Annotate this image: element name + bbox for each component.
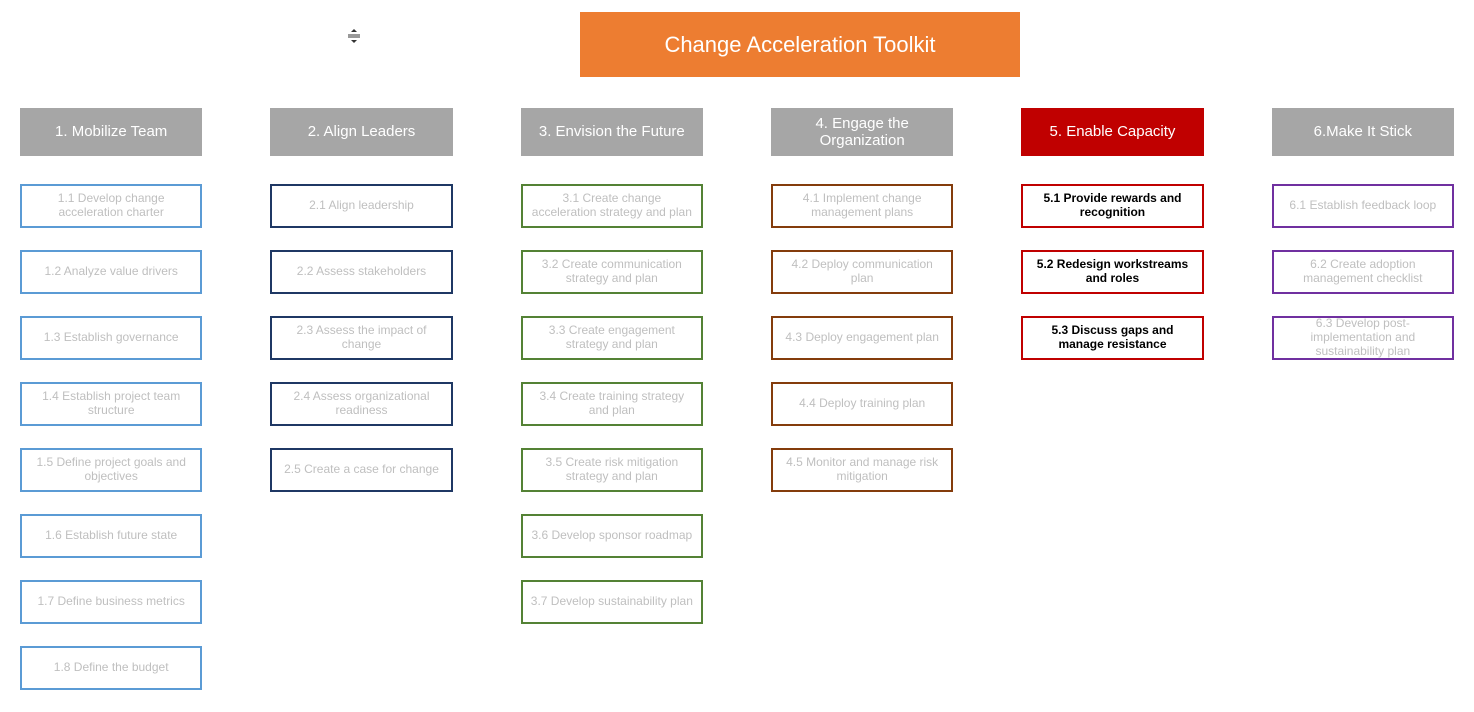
toolkit-item[interactable]: 2.2 Assess stakeholders — [270, 250, 452, 294]
toolkit-item[interactable]: 1.3 Establish governance — [20, 316, 202, 360]
column-header: 2. Align Leaders — [270, 108, 452, 156]
toolkit-item[interactable]: 6.2 Create adoption management checklist — [1272, 250, 1454, 294]
toolkit-item[interactable]: 4.1 Implement change management plans — [771, 184, 953, 228]
toolkit-diagram: Change Acceleration Toolkit 1. Mobilize … — [0, 0, 1474, 706]
toolkit-item[interactable]: 3.7 Develop sustainability plan — [521, 580, 703, 624]
toolkit-item[interactable]: 1.6 Establish future state — [20, 514, 202, 558]
column-header: 4. Engage the Organization — [771, 108, 953, 156]
toolkit-item[interactable]: 4.4 Deploy training plan — [771, 382, 953, 426]
columns-container: 1. Mobilize Team 1.1 Develop change accel… — [20, 108, 1454, 712]
column-header: 6.Make It Stick — [1272, 108, 1454, 156]
toolkit-item[interactable]: 1.1 Develop change acceleration charter — [20, 184, 202, 228]
column-5: 5. Enable Capacity 5.1 Provide rewards an… — [1021, 108, 1203, 382]
toolkit-item[interactable]: 1.7 Define business metrics — [20, 580, 202, 624]
toolkit-item[interactable]: 4.3 Deploy engagement plan — [771, 316, 953, 360]
toolkit-item[interactable]: 3.6 Develop sponsor roadmap — [521, 514, 703, 558]
column-header: 1. Mobilize Team — [20, 108, 202, 156]
toolkit-item[interactable]: 3.2 Create communication strategy and pl… — [521, 250, 703, 294]
toolkit-item[interactable]: 5.3 Discuss gaps and manage resistance — [1021, 316, 1203, 360]
toolkit-item[interactable]: 3.4 Create training strategy and plan — [521, 382, 703, 426]
toolkit-item[interactable]: 6.1 Establish feedback loop — [1272, 184, 1454, 228]
toolkit-item[interactable]: 2.5 Create a case for change — [270, 448, 452, 492]
toolkit-item[interactable]: 1.5 Define project goals and objectives — [20, 448, 202, 492]
toolkit-item[interactable]: 1.4 Establish project team structure — [20, 382, 202, 426]
toolkit-item[interactable]: 6.3 Develop post-implementation and sust… — [1272, 316, 1454, 360]
toolkit-item[interactable]: 1.2 Analyze value drivers — [20, 250, 202, 294]
toolkit-item[interactable]: 3.3 Create engagement strategy and plan — [521, 316, 703, 360]
toolkit-item[interactable]: 3.1 Create change acceleration strategy … — [521, 184, 703, 228]
toolkit-item[interactable]: 1.8 Define the budget — [20, 646, 202, 690]
column-header: 3. Envision the Future — [521, 108, 703, 156]
column-1: 1. Mobilize Team 1.1 Develop change accel… — [20, 108, 202, 712]
row-resize-icon — [346, 28, 362, 44]
toolkit-item[interactable]: 5.2 Redesign workstreams and roles — [1021, 250, 1203, 294]
column-6: 6.Make It Stick 6.1 Establish feedback lo… — [1272, 108, 1454, 382]
toolkit-item[interactable]: 2.4 Assess organizational readiness — [270, 382, 452, 426]
toolkit-item[interactable]: 2.3 Assess the impact of change — [270, 316, 452, 360]
column-header: 5. Enable Capacity — [1021, 108, 1203, 156]
column-4: 4. Engage the Organization 4.1 Implement … — [771, 108, 953, 514]
toolkit-item[interactable]: 2.1 Align leadership — [270, 184, 452, 228]
page-title: Change Acceleration Toolkit — [580, 12, 1020, 77]
toolkit-item[interactable]: 5.1 Provide rewards and recognition — [1021, 184, 1203, 228]
toolkit-item[interactable]: 3.5 Create risk mitigation strategy and … — [521, 448, 703, 492]
column-2: 2. Align Leaders 2.1 Align leadership 2.2 … — [270, 108, 452, 514]
toolkit-item[interactable]: 4.5 Monitor and manage risk mitigation — [771, 448, 953, 492]
toolkit-item[interactable]: 4.2 Deploy communication plan — [771, 250, 953, 294]
column-3: 3. Envision the Future 3.1 Create change … — [521, 108, 703, 646]
